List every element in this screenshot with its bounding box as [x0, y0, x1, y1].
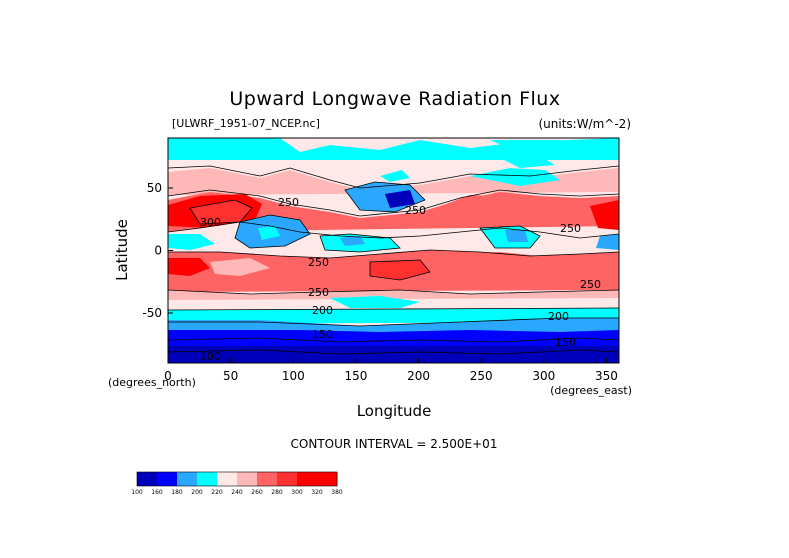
x-axis-title: Longitude: [357, 402, 432, 420]
x-tick-label: 250: [470, 369, 493, 383]
x-tick-label: 50: [223, 369, 238, 383]
contour-label-250: 250: [308, 286, 329, 299]
contour-label-group: 300 250 250 250 250 250 250 200 200 150 …: [200, 196, 601, 363]
colorbar-level-label: 240: [231, 489, 243, 496]
colorbar-frame: [136, 471, 338, 487]
y-axis-title: Latitude: [113, 219, 131, 281]
contour-label-250: 250: [560, 222, 581, 235]
contour-label-250: 250: [278, 196, 299, 209]
contour-label-250: 250: [405, 204, 426, 217]
colorbar-level-label: 220: [211, 489, 223, 496]
x-tick-label: 300: [532, 369, 555, 383]
contour-label-100: 100: [200, 350, 221, 363]
y-unit-label: (degrees_north): [108, 376, 196, 389]
colorbar-level-label: 320: [311, 489, 323, 496]
contour-label-150: 150: [312, 328, 333, 341]
contour-label-250: 250: [580, 278, 601, 291]
colorbar: 100 160 180 200 220 240 260 280 300 320 380: [131, 471, 343, 496]
x-axis: 0 50 100 150 200 250 300 350: [164, 358, 618, 383]
colorbar-level-label: 100: [131, 489, 143, 496]
colorbar-swatch: [297, 472, 318, 486]
dataset-filename: [ULWRF_1951-07_NCEP.nc]: [172, 117, 320, 130]
colorbar-level-label: 160: [151, 489, 163, 496]
x-unit-label: (degrees_east): [550, 384, 632, 397]
colorbar-swatch: [137, 472, 158, 486]
colorbar-swatch: [177, 472, 198, 486]
colorbar-swatch: [277, 472, 298, 486]
colorbar-swatch: [237, 472, 258, 486]
x-tick-label: 200: [407, 369, 430, 383]
y-axis: -50 0 50: [142, 181, 173, 320]
colorbar-swatch: [257, 472, 278, 486]
contour-label-150: 150: [555, 336, 576, 349]
colorbar-level-label: 300: [291, 489, 303, 496]
x-tick-label: 0: [164, 369, 172, 383]
y-tick-label: 0: [154, 244, 162, 258]
colorbar-swatch: [157, 472, 178, 486]
y-tick-label: -50: [142, 306, 162, 320]
contour-label-200: 200: [312, 304, 333, 317]
colorbar-swatch: [317, 472, 338, 486]
contour-interval-text: CONTOUR INTERVAL = 2.500E+01: [291, 437, 498, 451]
chart-title: Upward Longwave Radiation Flux: [229, 88, 561, 110]
x-tick-label: 100: [282, 369, 305, 383]
x-tick-label: 350: [595, 369, 618, 383]
colorbar-level-label: 380: [331, 489, 343, 496]
colorbar-level-label: 260: [251, 489, 263, 496]
colorbar-level-label: 200: [191, 489, 203, 496]
colorbar-swatch: [217, 472, 238, 486]
contour-lines: [168, 165, 619, 355]
colorbar-level-label: 280: [271, 489, 283, 496]
x-tick-label: 150: [344, 369, 367, 383]
contour-label-300: 300: [200, 216, 221, 229]
colorbar-level-label: 180: [171, 489, 183, 496]
contour-label-200: 200: [548, 310, 569, 323]
colorbar-swatch: [197, 472, 218, 486]
y-tick-label: 50: [147, 181, 162, 195]
units-label: (units:W/m^-2): [538, 117, 631, 131]
contour-label-250: 250: [308, 256, 329, 269]
